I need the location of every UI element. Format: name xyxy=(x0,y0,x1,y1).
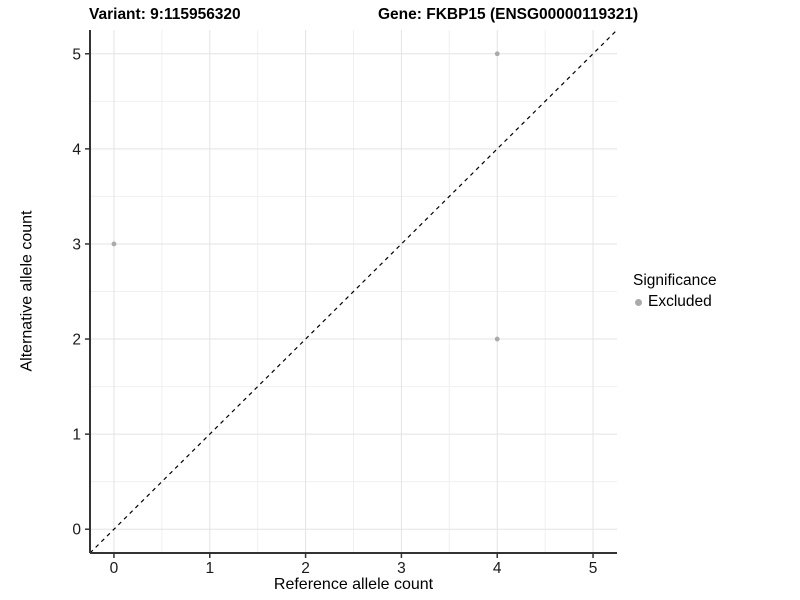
x-axis-label: Reference allele count xyxy=(273,576,434,593)
x-tick-label: 4 xyxy=(493,560,502,577)
y-tick-label: 4 xyxy=(72,141,81,158)
data-point xyxy=(494,51,500,57)
y-tick-label: 0 xyxy=(72,522,81,539)
y-tick-label: 2 xyxy=(72,332,81,349)
x-tick-label: 2 xyxy=(301,560,310,577)
y-tick-label: 3 xyxy=(72,236,81,253)
plot-title-gene: Gene: FKBP15 (ENSG00000119321) xyxy=(378,6,639,23)
y-tick-label: 1 xyxy=(72,427,81,444)
legend-point-icon xyxy=(635,298,642,306)
plot-title-variant: Variant: 9:115956320 xyxy=(89,6,241,23)
y-axis-label: Alternative allele count xyxy=(18,210,36,372)
legend-title: Significance xyxy=(633,272,717,289)
legend-item-excluded: Excluded xyxy=(633,293,717,311)
identity-dashed-line xyxy=(89,29,618,554)
data-point xyxy=(494,336,500,342)
x-tick-label: 1 xyxy=(205,560,214,577)
y-tick-label: 5 xyxy=(72,46,81,63)
legend-item-label: Excluded xyxy=(648,293,712,310)
x-tick-label: 5 xyxy=(589,560,598,577)
legend: Significance Excluded xyxy=(633,272,717,311)
data-point xyxy=(111,241,117,247)
x-tick-label: 0 xyxy=(110,560,119,577)
x-tick-label: 3 xyxy=(397,560,406,577)
